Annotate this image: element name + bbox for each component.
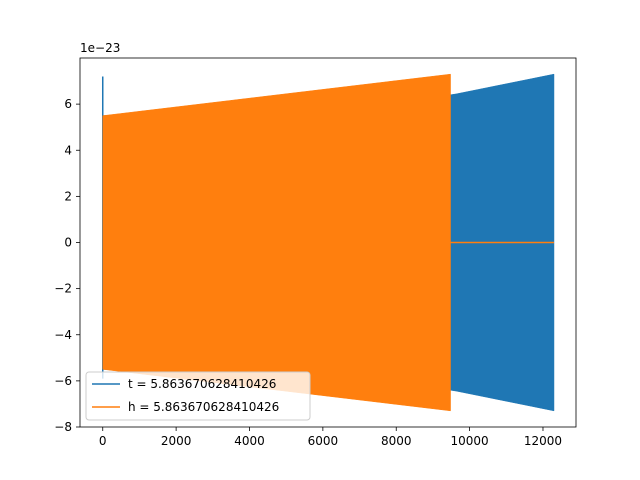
y-tick-label: −2 xyxy=(54,282,72,296)
y-offset-label: 1e−23 xyxy=(80,41,120,55)
y-tick-label: 4 xyxy=(64,143,72,157)
legend: t = 5.863670628410426 h = 5.863670628410… xyxy=(85,371,311,421)
x-tick-label: 10000 xyxy=(451,434,489,448)
y-axis: −8 −6 −4 −2 0 2 4 6 xyxy=(54,97,80,434)
x-tick-label: 2000 xyxy=(161,434,192,448)
x-tick-label: 4000 xyxy=(234,434,265,448)
x-tick-label: 6000 xyxy=(308,434,339,448)
legend-label-h: h = 5.863670628410426 xyxy=(128,400,279,414)
y-tick-label: −4 xyxy=(54,328,72,342)
plot-marks xyxy=(101,73,555,412)
legend-label-t: t = 5.863670628410426 xyxy=(128,377,276,391)
y-tick-label: −8 xyxy=(54,420,72,434)
y-tick-label: 6 xyxy=(64,97,72,111)
x-tick-label: 0 xyxy=(99,434,107,448)
y-tick-label: 2 xyxy=(64,189,72,203)
y-tick-label: 0 xyxy=(64,236,72,250)
legend-box xyxy=(85,371,311,421)
x-tick-label: 8000 xyxy=(381,434,412,448)
y-tick-label: −6 xyxy=(54,374,72,388)
series-h-band xyxy=(102,73,451,412)
x-axis: 0 2000 4000 6000 8000 10000 12000 xyxy=(99,427,562,448)
x-tick-label: 12000 xyxy=(524,434,562,448)
